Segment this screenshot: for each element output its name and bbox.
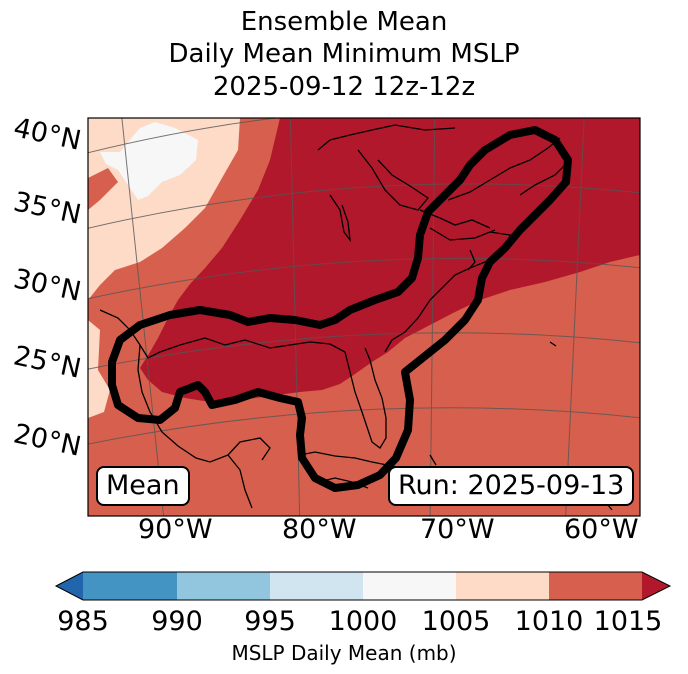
colorbar-outline (54, 571, 672, 601)
colorbar-tick-1015: 1015 (593, 606, 663, 637)
colorbar-bin-1000-1005 (363, 572, 456, 600)
pressure-field-salmon (88, 118, 240, 418)
colorbar-bin-985-990 (83, 572, 177, 600)
title-line-1: Ensemble Mean (240, 7, 448, 37)
colorbar-tick-1000: 1000 (328, 606, 398, 637)
title-line-2: Daily Mean Minimum MSLP (168, 39, 520, 69)
colorbar-tick-990: 990 (151, 606, 203, 637)
colorbar-tick-995: 995 (244, 606, 296, 637)
probability-contour (108, 126, 572, 492)
lon-label-70w: 70°W (420, 514, 495, 545)
lon-label-90w: 90°W (138, 514, 213, 545)
pressure-field-white (100, 122, 198, 200)
title-line-3: 2025-09-12 12z-12z (212, 72, 476, 102)
map-border (87, 117, 641, 517)
colorbar-tick-1005: 1005 (421, 606, 491, 637)
run-date-label: Run: 2025-09-13 (388, 466, 635, 506)
colorbar-bin-1005-1010 (456, 572, 549, 600)
colorbar-bin-1010-1015 (549, 572, 642, 600)
colorbar-label: MSLP Daily Mean (mb) (231, 641, 457, 665)
lon-label-80w: 80°W (282, 514, 357, 545)
colorbar-bin-995-1000 (270, 572, 363, 600)
pressure-field-red-pocket (88, 168, 118, 210)
colorbar-bin-990-995 (177, 572, 270, 600)
lon-label-60w: 60°W (564, 514, 639, 545)
colorbar-tick-985: 985 (57, 606, 109, 637)
mean-label: Mean (96, 466, 190, 506)
colorbar-tick-1010: 1010 (514, 606, 584, 637)
graticule (88, 118, 640, 516)
colorbar-extend-low (56, 572, 83, 600)
colorbar-extend-high (642, 572, 670, 600)
